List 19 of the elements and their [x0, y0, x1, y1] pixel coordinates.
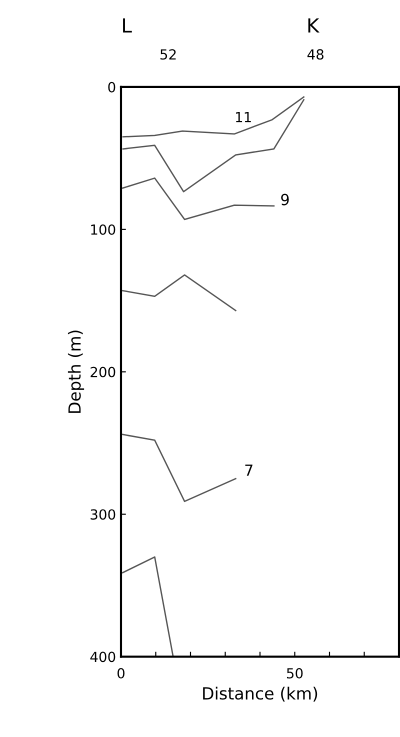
x-tick-label: 50: [286, 668, 303, 679]
y-tick-label: 200: [90, 366, 116, 378]
y-tick-label: 300: [90, 509, 116, 520]
annotation: 9: [281, 194, 289, 206]
line-series: [122, 274, 236, 312]
x-axis-title: Distance (km): [203, 686, 318, 702]
line-series: [122, 434, 236, 502]
text: 52: [160, 49, 176, 60]
y-tick-label: 0: [108, 82, 116, 92]
text: 48: [307, 49, 324, 60]
y-tick-label: 400: [90, 652, 116, 662]
text: K: [308, 18, 320, 33]
annotation: 11: [236, 112, 251, 122]
y-tick-label: 100: [91, 224, 116, 235]
text: L: [123, 18, 132, 33]
line-series: [122, 99, 304, 192]
annotation: 7: [245, 464, 252, 476]
y-axis-title: Depth (m): [68, 330, 84, 413]
line-series: [122, 177, 275, 220]
